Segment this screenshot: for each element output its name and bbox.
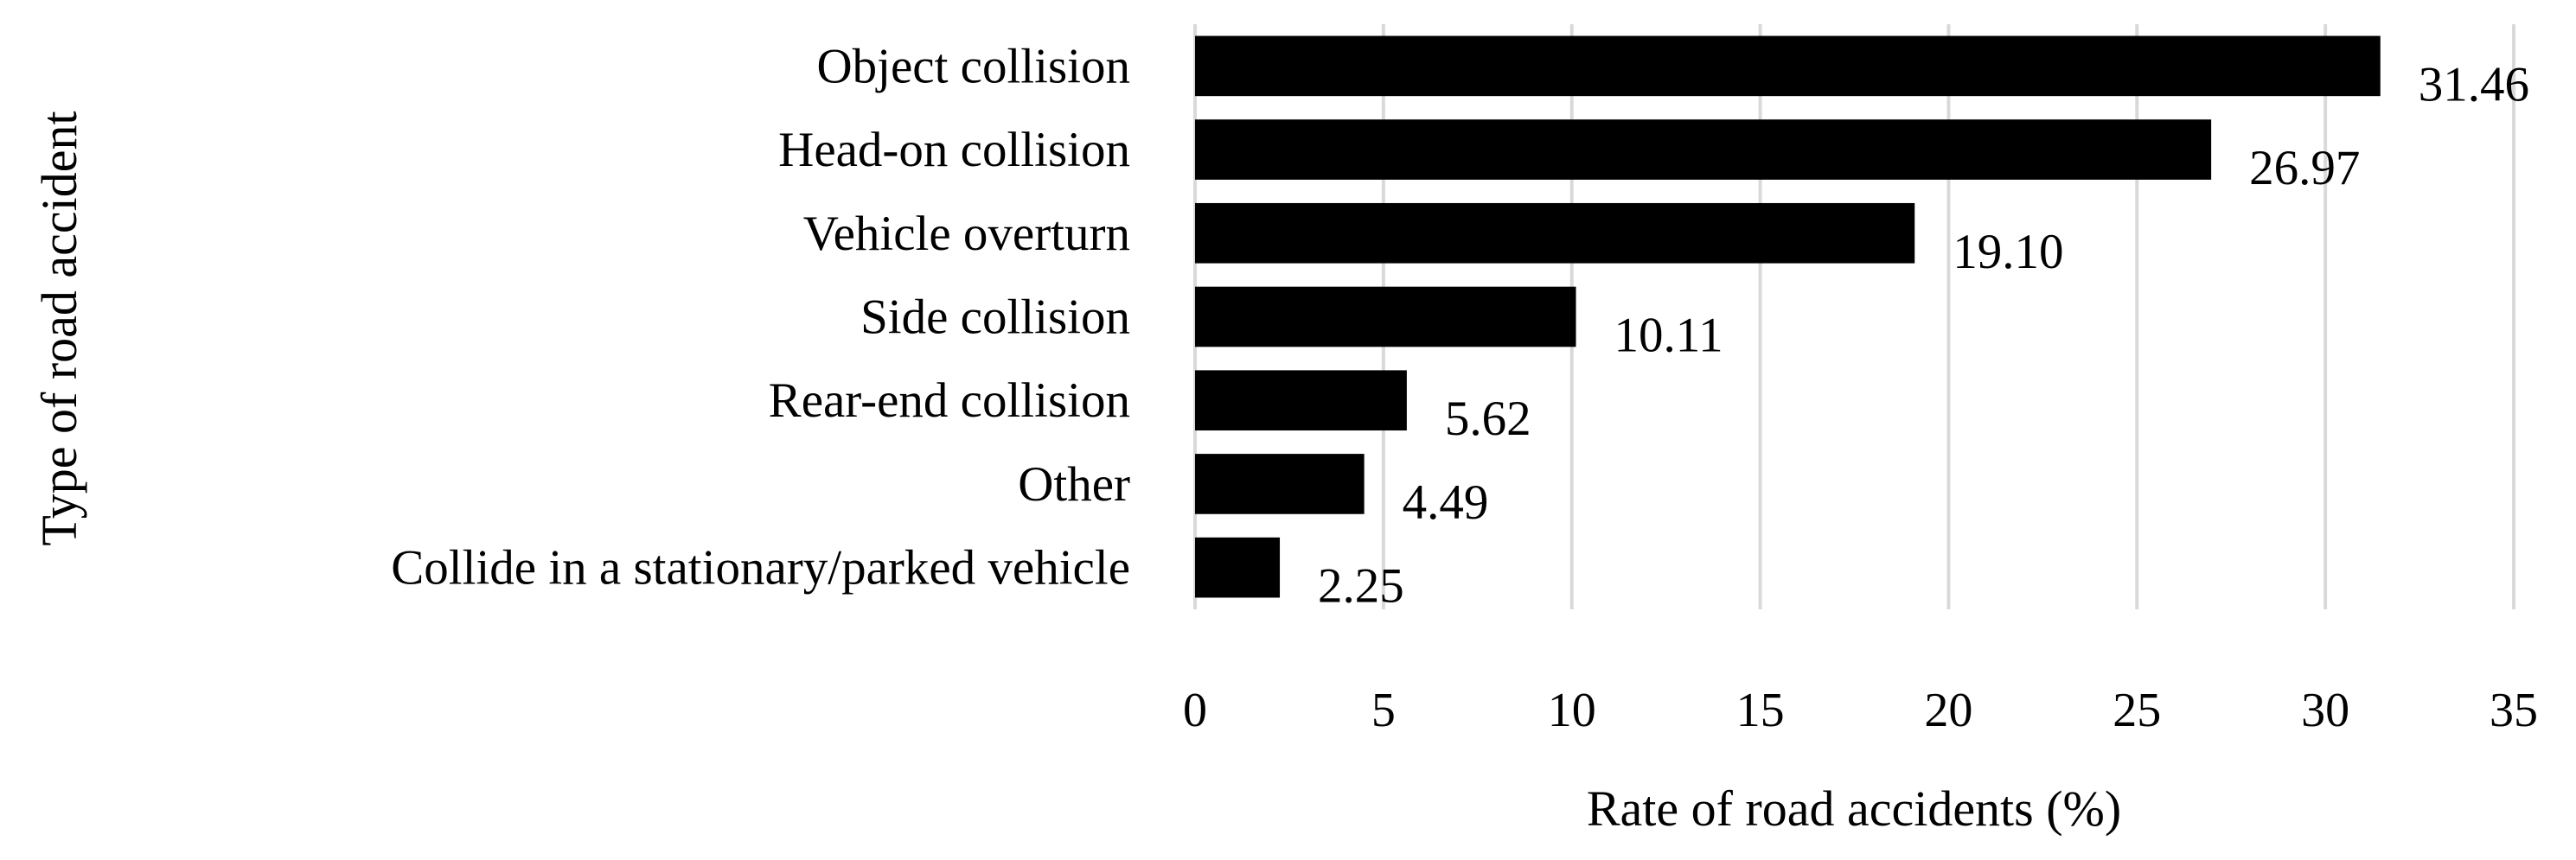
x-tick-labels: 0 5 10 15 20 25 30 35 bbox=[1183, 684, 2538, 737]
x-tick-label: 20 bbox=[1924, 684, 1972, 737]
bar bbox=[1195, 454, 1365, 514]
x-tick-label: 15 bbox=[1736, 684, 1785, 737]
category-label: Vehicle overturn bbox=[803, 207, 1130, 261]
category-label: Rear-end collision bbox=[769, 373, 1130, 428]
value-label: 2.25 bbox=[1318, 559, 1404, 614]
x-tick-label: 5 bbox=[1371, 684, 1396, 737]
category-label: Other bbox=[1018, 457, 1130, 512]
category-label: Side collision bbox=[860, 290, 1130, 345]
value-label: 4.49 bbox=[1403, 475, 1489, 530]
x-axis-label: Rate of road accidents (%) bbox=[1587, 780, 2121, 837]
value-labels: 31.46 26.97 19.10 10.11 5.62 4.49 2.25 bbox=[1318, 57, 2529, 613]
bar bbox=[1195, 286, 1576, 347]
category-label: Object collision bbox=[816, 39, 1130, 93]
bar bbox=[1195, 35, 2381, 97]
bar bbox=[1195, 537, 1281, 598]
value-label: 5.62 bbox=[1445, 392, 1531, 446]
bar bbox=[1195, 202, 1915, 264]
value-label: 10.11 bbox=[1614, 309, 1723, 363]
x-tick-label: 0 bbox=[1183, 684, 1207, 737]
value-label: 31.46 bbox=[2419, 57, 2529, 111]
category-label: Collide in a stationary/parked vehicle bbox=[391, 541, 1130, 596]
y-axis-label: Type of road accident bbox=[31, 111, 87, 545]
category-labels: Object collision Head-on collision Vehicle… bbox=[391, 39, 1130, 595]
bar bbox=[1195, 119, 2212, 180]
x-tick-label: 35 bbox=[2490, 684, 2538, 737]
x-tick-label: 30 bbox=[2301, 684, 2349, 737]
bars bbox=[1195, 35, 2381, 598]
x-tick-label: 25 bbox=[2113, 684, 2161, 737]
value-label: 19.10 bbox=[1953, 225, 2063, 279]
category-label: Head-on collision bbox=[778, 123, 1130, 177]
bar bbox=[1195, 370, 1407, 431]
value-label: 26.97 bbox=[2249, 141, 2360, 195]
x-tick-label: 10 bbox=[1548, 684, 1596, 737]
